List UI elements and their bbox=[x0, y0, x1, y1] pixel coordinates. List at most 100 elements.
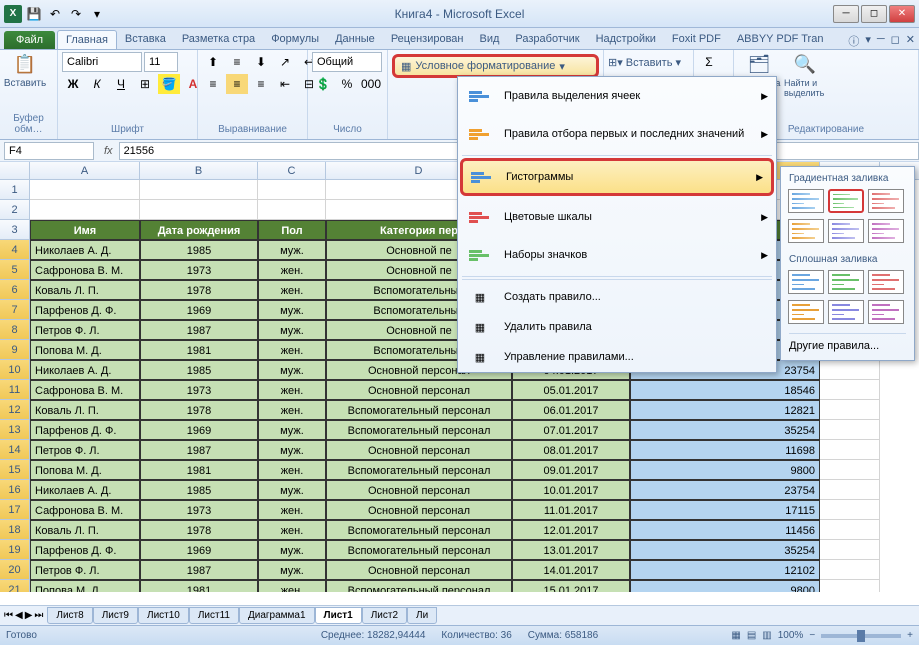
cell[interactable]: Вспомогательный персонал bbox=[326, 540, 512, 560]
cell[interactable]: 1987 bbox=[140, 440, 258, 460]
row-header[interactable]: 3 bbox=[0, 220, 30, 240]
cell[interactable]: 1985 bbox=[140, 480, 258, 500]
cf-action-item[interactable]: ▦Управление правилами... bbox=[458, 342, 776, 372]
row-header[interactable]: 14 bbox=[0, 440, 30, 460]
mdi-close-icon[interactable]: ✕ bbox=[906, 33, 915, 49]
cell[interactable] bbox=[820, 480, 880, 500]
cell[interactable] bbox=[820, 380, 880, 400]
cf-menu-item[interactable]: Правила выделения ячеек▶ bbox=[458, 77, 776, 115]
align-middle-button[interactable]: ≡ bbox=[226, 52, 248, 72]
view-normal-icon[interactable]: ▦ bbox=[731, 630, 740, 641]
cell[interactable] bbox=[820, 360, 880, 380]
cell[interactable]: 1981 bbox=[140, 460, 258, 480]
cf-menu-item[interactable]: Правила отбора первых и последних значен… bbox=[458, 115, 776, 153]
cell[interactable]: жен. bbox=[258, 400, 326, 420]
cell[interactable] bbox=[140, 200, 258, 220]
row-header[interactable]: 2 bbox=[0, 200, 30, 220]
cell[interactable]: Сафронова В. М. bbox=[30, 500, 140, 520]
cell[interactable]: жен. bbox=[258, 500, 326, 520]
cell[interactable]: Попова М. Д. bbox=[30, 340, 140, 360]
cell[interactable]: 11698 bbox=[630, 440, 820, 460]
sheet-prev-icon[interactable]: ◀ bbox=[15, 610, 23, 621]
ribbon-tab[interactable]: Разработчик bbox=[507, 30, 587, 49]
zoom-slider[interactable] bbox=[821, 634, 901, 638]
cell[interactable]: муж. bbox=[258, 480, 326, 500]
sheet-tab[interactable]: Лист1 bbox=[315, 607, 362, 624]
cell[interactable]: 1987 bbox=[140, 560, 258, 580]
ribbon-tab[interactable]: Вставка bbox=[117, 30, 174, 49]
fill-color-button[interactable]: 🪣 bbox=[158, 74, 180, 94]
cell[interactable]: Николаев А. Д. bbox=[30, 480, 140, 500]
mdi-restore-icon[interactable]: ◻ bbox=[891, 33, 900, 49]
row-header[interactable]: 9 bbox=[0, 340, 30, 360]
row-header[interactable]: 11 bbox=[0, 380, 30, 400]
cf-menu-item[interactable]: Наборы значков▶ bbox=[458, 236, 776, 274]
cell[interactable]: 1985 bbox=[140, 240, 258, 260]
row-header[interactable]: 13 bbox=[0, 420, 30, 440]
bold-button[interactable]: Ж bbox=[62, 74, 84, 94]
cell[interactable]: Попова М. Д. bbox=[30, 580, 140, 592]
cell[interactable]: Сафронова В. М. bbox=[30, 260, 140, 280]
more-rules-button[interactable]: Другие правила... bbox=[785, 336, 910, 356]
row-header[interactable]: 19 bbox=[0, 540, 30, 560]
ribbon-tab[interactable]: ABBYY PDF Tran bbox=[729, 30, 832, 49]
sheet-tab[interactable]: Лист10 bbox=[138, 607, 189, 624]
cell[interactable]: Коваль Л. П. bbox=[30, 400, 140, 420]
cell[interactable] bbox=[820, 560, 880, 580]
cell[interactable]: жен. bbox=[258, 340, 326, 360]
minimize-ribbon-icon[interactable]: ▾ bbox=[865, 33, 871, 49]
sheet-tab[interactable]: Лист8 bbox=[47, 607, 92, 624]
cell[interactable]: Коваль Л. П. bbox=[30, 280, 140, 300]
cell[interactable]: 9800 bbox=[630, 580, 820, 592]
cell[interactable]: Парфенов Д. Ф. bbox=[30, 540, 140, 560]
cell[interactable]: 07.01.2017 bbox=[512, 420, 630, 440]
sheet-last-icon[interactable]: ⏭ bbox=[34, 610, 43, 621]
column-header[interactable]: B bbox=[140, 162, 258, 179]
cell[interactable]: 11.01.2017 bbox=[512, 500, 630, 520]
underline-button[interactable]: Ч bbox=[110, 74, 132, 94]
cell[interactable]: 1978 bbox=[140, 520, 258, 540]
cell[interactable]: 1973 bbox=[140, 500, 258, 520]
font-combo[interactable]: Calibri bbox=[62, 52, 142, 72]
cell[interactable]: 1981 bbox=[140, 340, 258, 360]
cell[interactable] bbox=[258, 180, 326, 200]
align-top-button[interactable]: ⬆ bbox=[202, 52, 224, 72]
help-icon[interactable]: ⓘ bbox=[848, 33, 859, 49]
select-all-button[interactable] bbox=[0, 162, 30, 179]
cell[interactable]: муж. bbox=[258, 240, 326, 260]
row-header[interactable]: 17 bbox=[0, 500, 30, 520]
cell[interactable]: жен. bbox=[258, 380, 326, 400]
paste-button[interactable]: 📋Вставить bbox=[4, 52, 46, 89]
cell[interactable]: Попова М. Д. bbox=[30, 460, 140, 480]
ribbon-tab[interactable]: Надстройки bbox=[588, 30, 664, 49]
cell[interactable]: 1978 bbox=[140, 400, 258, 420]
row-header[interactable]: 1 bbox=[0, 180, 30, 200]
cell[interactable]: Основной персонал bbox=[326, 440, 512, 460]
cell[interactable] bbox=[820, 520, 880, 540]
file-tab[interactable]: Файл bbox=[4, 31, 55, 49]
cell[interactable]: Основной персонал bbox=[326, 380, 512, 400]
cell[interactable]: 1969 bbox=[140, 540, 258, 560]
view-layout-icon[interactable]: ▤ bbox=[747, 630, 756, 641]
cell[interactable]: Петров Ф. Л. bbox=[30, 560, 140, 580]
fx-icon[interactable]: fx bbox=[98, 145, 119, 157]
align-bottom-button[interactable]: ⬇ bbox=[250, 52, 272, 72]
row-header[interactable]: 15 bbox=[0, 460, 30, 480]
qat-dropdown-icon[interactable]: ▾ bbox=[88, 5, 106, 23]
row-header[interactable]: 21 bbox=[0, 580, 30, 592]
cell[interactable]: Вспомогательный персонал bbox=[326, 400, 512, 420]
minimize-button[interactable]: ─ bbox=[833, 5, 859, 23]
header-cell[interactable]: Пол bbox=[258, 220, 326, 240]
cell[interactable]: 11456 bbox=[630, 520, 820, 540]
row-header[interactable]: 20 bbox=[0, 560, 30, 580]
cell[interactable]: жен. bbox=[258, 280, 326, 300]
row-header[interactable]: 10 bbox=[0, 360, 30, 380]
cell[interactable]: 15.01.2017 bbox=[512, 580, 630, 592]
italic-button[interactable]: К bbox=[86, 74, 108, 94]
undo-icon[interactable]: ↶ bbox=[46, 5, 64, 23]
cell[interactable]: 1985 bbox=[140, 360, 258, 380]
indent-dec-button[interactable]: ⇤ bbox=[274, 74, 296, 94]
databar-swatch[interactable] bbox=[788, 270, 824, 294]
column-header[interactable]: C bbox=[258, 162, 326, 179]
cell[interactable]: Сафронова В. М. bbox=[30, 380, 140, 400]
